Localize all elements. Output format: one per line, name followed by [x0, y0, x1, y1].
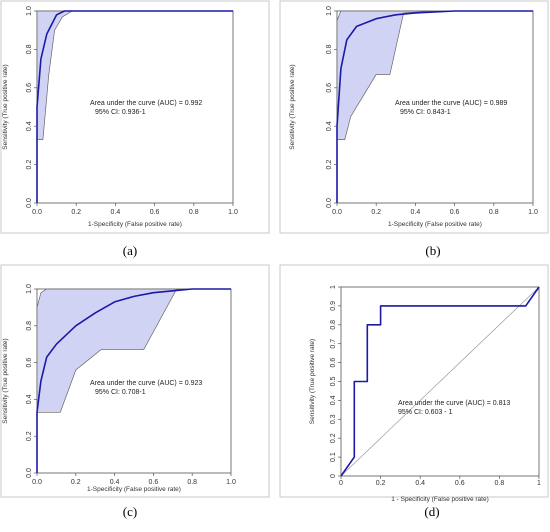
y-axis-title: Sensitivity (True positive rate): [2, 338, 9, 423]
chart-panel-3: [0, 264, 270, 498]
auc-annotation: Area under the curve (AUC) = 0.813: [398, 400, 510, 407]
x-tick-label: 0.6: [450, 209, 460, 216]
confidence-band: [36, 288, 231, 473]
x-tick-label: 0.4: [111, 209, 121, 216]
y-tick-label: 0.8: [26, 44, 33, 54]
x-tick-label: 0.8: [489, 209, 499, 216]
auc-annotation: Area under the curve (AUC) = 0.923: [90, 380, 202, 387]
y-tick-label: 0.8: [326, 44, 333, 54]
y-tick-label: 0.2: [26, 431, 33, 441]
x-tick-label: 1.0: [528, 209, 538, 216]
y-tick-label: 0.8: [26, 321, 33, 331]
chart-panel-2: [279, 0, 549, 234]
panel-border: [279, 264, 549, 498]
y-tick-label: 0.8: [330, 320, 337, 330]
y-tick-label: 1: [330, 285, 337, 289]
y-tick-label: 0.6: [26, 83, 33, 93]
x-tick-label: 0.2: [376, 480, 386, 487]
panel-border: [0, 0, 270, 234]
x-tick-label: 0.4: [411, 209, 421, 216]
roc-curve: [340, 286, 540, 477]
y-tick-label: 0.0: [26, 468, 33, 478]
x-tick-label: 0.2: [71, 209, 81, 216]
y-tick-label: 0.6: [26, 358, 33, 368]
confidence-band: [336, 10, 533, 203]
panel-border: [0, 264, 270, 498]
y-tick-label: 0.2: [326, 160, 333, 170]
y-tick-label: 0.4: [330, 395, 337, 405]
y-tick-label: 0.7: [330, 339, 337, 349]
x-tick-label: 0.4: [110, 479, 120, 486]
x-tick-label: 0.6: [455, 480, 465, 487]
y-tick-label: 0.6: [330, 358, 337, 368]
x-axis-title: 1-Specificity (False positive rate): [87, 486, 181, 493]
panel-label: (c): [123, 504, 137, 519]
x-tick-label: 0.2: [371, 209, 381, 216]
panel-label: (a): [123, 243, 137, 258]
x-tick-label: 1.0: [228, 209, 238, 216]
auc-annotation: 95% CI: 0.843-1: [400, 109, 451, 116]
x-axis-title: 1-Specificity (False positive rate): [388, 221, 482, 228]
y-tick-label: 0.9: [330, 301, 337, 311]
x-tick-label: 0.4: [415, 480, 425, 487]
auc-annotation: Area under the curve (AUC) = 0.989: [395, 100, 507, 107]
roc-curve: [36, 288, 231, 473]
x-axis-title: 1-Specificity (False positive rate): [88, 221, 182, 228]
auc-annotation: 95% CI: 0.603 - 1: [398, 409, 453, 416]
x-axis-title: 1 - Specificity (False positive rate): [391, 496, 489, 503]
panel-label: (d): [424, 504, 439, 519]
x-tick-label: 0: [339, 480, 343, 487]
y-tick-label: 1.0: [26, 6, 33, 16]
y-tick-label: 0.2: [26, 160, 33, 170]
y-tick-label: 0.5: [330, 377, 337, 387]
auc-annotation: Area under the curve (AUC) = 0.992: [90, 100, 202, 107]
y-tick-label: 0.0: [326, 198, 333, 208]
y-axis-title: Sensitivity (True positive rate): [2, 64, 9, 149]
y-tick-label: 0.6: [326, 83, 333, 93]
auc-annotation: 95% CI: 0.708-1: [95, 389, 146, 396]
x-tick-label: 1: [537, 480, 541, 487]
roc-curve: [36, 10, 233, 203]
auc-annotation: 95% CI: 0.936-1: [95, 109, 146, 116]
y-tick-label: 1.0: [326, 6, 333, 16]
roc-curve: [336, 10, 533, 203]
y-tick-label: 0.1: [330, 452, 337, 462]
x-tick-label: 0.2: [71, 479, 81, 486]
x-tick-label: 1.0: [226, 479, 236, 486]
y-tick-label: 0: [330, 474, 337, 478]
x-tick-label: 0.0: [332, 209, 342, 216]
y-tick-label: 0.0: [26, 198, 33, 208]
x-tick-label: 0.8: [189, 209, 199, 216]
y-tick-label: 0.4: [26, 394, 33, 404]
x-tick-label: 0.8: [187, 479, 197, 486]
y-tick-label: 0.4: [326, 121, 333, 131]
y-tick-label: 0.2: [330, 433, 337, 443]
confidence-band: [36, 10, 233, 203]
x-tick-label: 0.8: [495, 480, 505, 487]
x-tick-label: 0.0: [32, 209, 42, 216]
chart-panel-4: [279, 264, 549, 498]
y-axis-title: Sensitivity (True positive rate): [309, 339, 316, 424]
x-tick-label: 0.0: [32, 479, 42, 486]
y-axis-title: Sensitivity (True positive rate): [289, 64, 296, 149]
x-tick-label: 0.6: [150, 209, 160, 216]
plot-frame: [36, 10, 234, 204]
panel-border: [279, 0, 549, 234]
y-tick-label: 0.4: [26, 121, 33, 131]
panel-label: (b): [425, 243, 440, 258]
chart-panel-1: [0, 0, 270, 234]
y-tick-label: 1.0: [26, 284, 33, 294]
reference-diagonal: [340, 286, 540, 477]
x-tick-label: 0.6: [149, 479, 159, 486]
y-tick-label: 0.3: [330, 414, 337, 424]
